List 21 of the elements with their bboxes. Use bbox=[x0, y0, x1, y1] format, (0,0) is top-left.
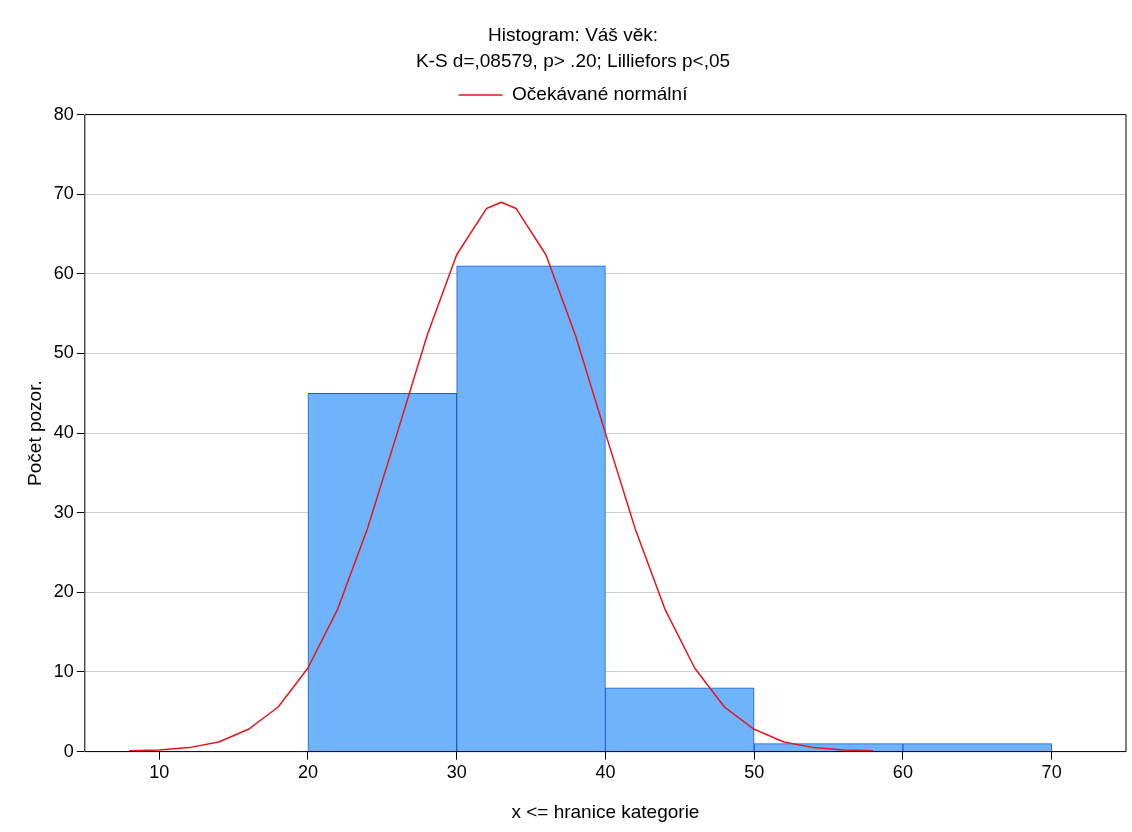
x-axis-title: x <= hranice kategorie bbox=[511, 800, 700, 822]
x-tick-label: 30 bbox=[446, 762, 467, 783]
y-tick-label: 30 bbox=[53, 501, 74, 522]
chart-subtitle: K-S d=,08579, p> .20; Lilliefors p<,05 bbox=[415, 50, 731, 72]
y-tick-label: 60 bbox=[53, 262, 74, 283]
y-tick-label: 0 bbox=[63, 740, 74, 761]
x-tick-label: 20 bbox=[297, 762, 318, 783]
legend-label: Očekávané normální bbox=[512, 83, 689, 105]
y-axis-title: Počet pozor. bbox=[23, 380, 45, 486]
y-tick-label: 10 bbox=[53, 660, 74, 681]
x-tick-label: 40 bbox=[595, 762, 616, 783]
y-tick-label: 20 bbox=[53, 581, 74, 602]
x-tick-label: 50 bbox=[744, 762, 765, 783]
y-tick-label: 50 bbox=[53, 342, 74, 363]
x-tick-label: 60 bbox=[892, 762, 913, 783]
y-tick-label: 80 bbox=[53, 103, 74, 124]
y-tick-label: 70 bbox=[53, 183, 74, 204]
y-tick-label: 40 bbox=[53, 422, 74, 443]
x-tick-label: 70 bbox=[1041, 762, 1062, 783]
x-tick-label: 10 bbox=[149, 762, 170, 783]
chart-title: Histogram: Váš věk: bbox=[488, 23, 658, 45]
